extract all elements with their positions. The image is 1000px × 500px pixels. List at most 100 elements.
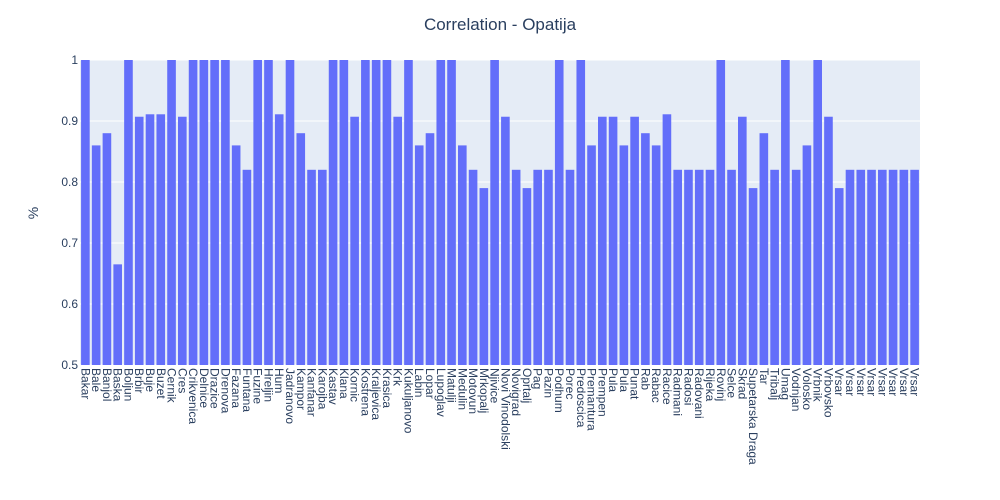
bar[interactable] xyxy=(867,169,876,365)
bar[interactable] xyxy=(619,145,629,365)
bar[interactable] xyxy=(318,169,327,365)
bar[interactable] xyxy=(630,116,639,365)
x-tick-label: Pula xyxy=(606,368,620,392)
x-tick-label: Pag xyxy=(531,368,545,389)
bar[interactable] xyxy=(81,60,90,365)
x-tick-label: Matulji xyxy=(445,368,459,403)
bar[interactable] xyxy=(102,133,112,365)
bar[interactable] xyxy=(178,116,187,365)
y-tick-label: 0.7 xyxy=(61,236,78,250)
bar[interactable] xyxy=(458,145,467,365)
bar[interactable] xyxy=(694,169,704,365)
bar[interactable] xyxy=(296,133,306,365)
bar[interactable] xyxy=(425,133,435,365)
bar[interactable] xyxy=(479,188,489,365)
bar[interactable] xyxy=(522,188,532,365)
bar[interactable] xyxy=(651,145,661,365)
bar[interactable] xyxy=(156,114,166,365)
x-tick-label: Tribalj xyxy=(768,368,782,400)
bar[interactable] xyxy=(124,60,133,365)
bar[interactable] xyxy=(791,169,801,365)
x-tick-label: Novi Vinodolski xyxy=(498,368,512,450)
bar[interactable] xyxy=(414,145,424,365)
x-tick-label: Vrsar xyxy=(854,368,868,396)
x-tick-label: Kostrena xyxy=(358,368,372,416)
bar[interactable] xyxy=(544,169,553,365)
bar[interactable] xyxy=(576,60,586,365)
bar[interactable] xyxy=(134,116,144,365)
bar[interactable] xyxy=(404,60,413,365)
bar[interactable] xyxy=(242,169,252,365)
bar[interactable] xyxy=(748,188,758,365)
bar[interactable] xyxy=(565,169,575,365)
bar[interactable] xyxy=(274,114,284,365)
bar[interactable] xyxy=(210,60,219,365)
bar[interactable] xyxy=(393,116,402,365)
x-tick-label: Buzet xyxy=(154,368,168,399)
bar[interactable] xyxy=(587,145,596,365)
x-tick-label: Prempen xyxy=(595,368,609,417)
bar[interactable] xyxy=(533,169,542,365)
bar[interactable] xyxy=(856,169,866,365)
bar[interactable] xyxy=(673,169,682,365)
bar[interactable] xyxy=(759,133,769,365)
bar[interactable] xyxy=(511,169,521,365)
x-tick-label: Boljun xyxy=(121,368,135,401)
bar[interactable] xyxy=(436,60,446,365)
x-tick-label: Motovun xyxy=(466,368,480,414)
bar[interactable] xyxy=(888,169,898,365)
bar[interactable] xyxy=(468,169,478,365)
x-tick-label: Premantura xyxy=(585,368,599,431)
bar[interactable] xyxy=(285,60,295,365)
bar[interactable] xyxy=(716,60,726,365)
bar[interactable] xyxy=(199,60,209,365)
bar[interactable] xyxy=(350,116,359,365)
bar[interactable] xyxy=(824,116,833,365)
bar[interactable] xyxy=(501,116,510,365)
bar[interactable] xyxy=(447,60,456,365)
x-tick-label: Karojba xyxy=(315,368,329,410)
bar[interactable] xyxy=(382,60,392,365)
bar[interactable] xyxy=(802,145,812,365)
x-tick-label: Funtana xyxy=(240,368,254,412)
x-tick-label: Skrad xyxy=(735,368,749,399)
bar[interactable] xyxy=(641,133,650,365)
bar[interactable] xyxy=(188,60,198,365)
bar[interactable] xyxy=(705,169,715,365)
x-tick-label: Novigrad xyxy=(509,368,523,416)
bar[interactable] xyxy=(770,169,779,365)
bar[interactable] xyxy=(834,188,844,365)
bar[interactable] xyxy=(910,169,919,365)
bar[interactable] xyxy=(145,114,155,365)
bar[interactable] xyxy=(878,169,887,365)
bar[interactable] xyxy=(662,114,672,365)
bar[interactable] xyxy=(813,60,822,365)
bar[interactable] xyxy=(490,60,499,365)
bar[interactable] xyxy=(307,169,316,365)
bar[interactable] xyxy=(167,60,176,365)
x-tick-label: Cernik xyxy=(165,368,179,404)
bar[interactable] xyxy=(781,60,790,365)
bar[interactable] xyxy=(727,169,736,365)
bar[interactable] xyxy=(598,116,607,365)
bar[interactable] xyxy=(231,145,241,365)
bar[interactable] xyxy=(328,60,338,365)
bar[interactable] xyxy=(113,264,122,365)
x-tick-label: Drazice xyxy=(208,368,222,409)
bar[interactable] xyxy=(91,145,101,365)
bar[interactable] xyxy=(845,169,855,365)
bar[interactable] xyxy=(371,60,381,365)
bar[interactable] xyxy=(339,60,349,365)
x-tick-label: Baska xyxy=(111,368,125,402)
bar[interactable] xyxy=(361,60,370,365)
y-tick-label: 0.8 xyxy=(61,175,78,189)
bar[interactable] xyxy=(608,116,618,365)
bar[interactable] xyxy=(684,169,693,365)
bar[interactable] xyxy=(554,60,564,365)
bar[interactable] xyxy=(253,60,262,365)
bar[interactable] xyxy=(899,169,909,365)
bar[interactable] xyxy=(264,60,273,365)
bar[interactable] xyxy=(221,60,230,365)
x-tick-label: Vrsar xyxy=(843,368,857,396)
bar[interactable] xyxy=(738,116,747,365)
